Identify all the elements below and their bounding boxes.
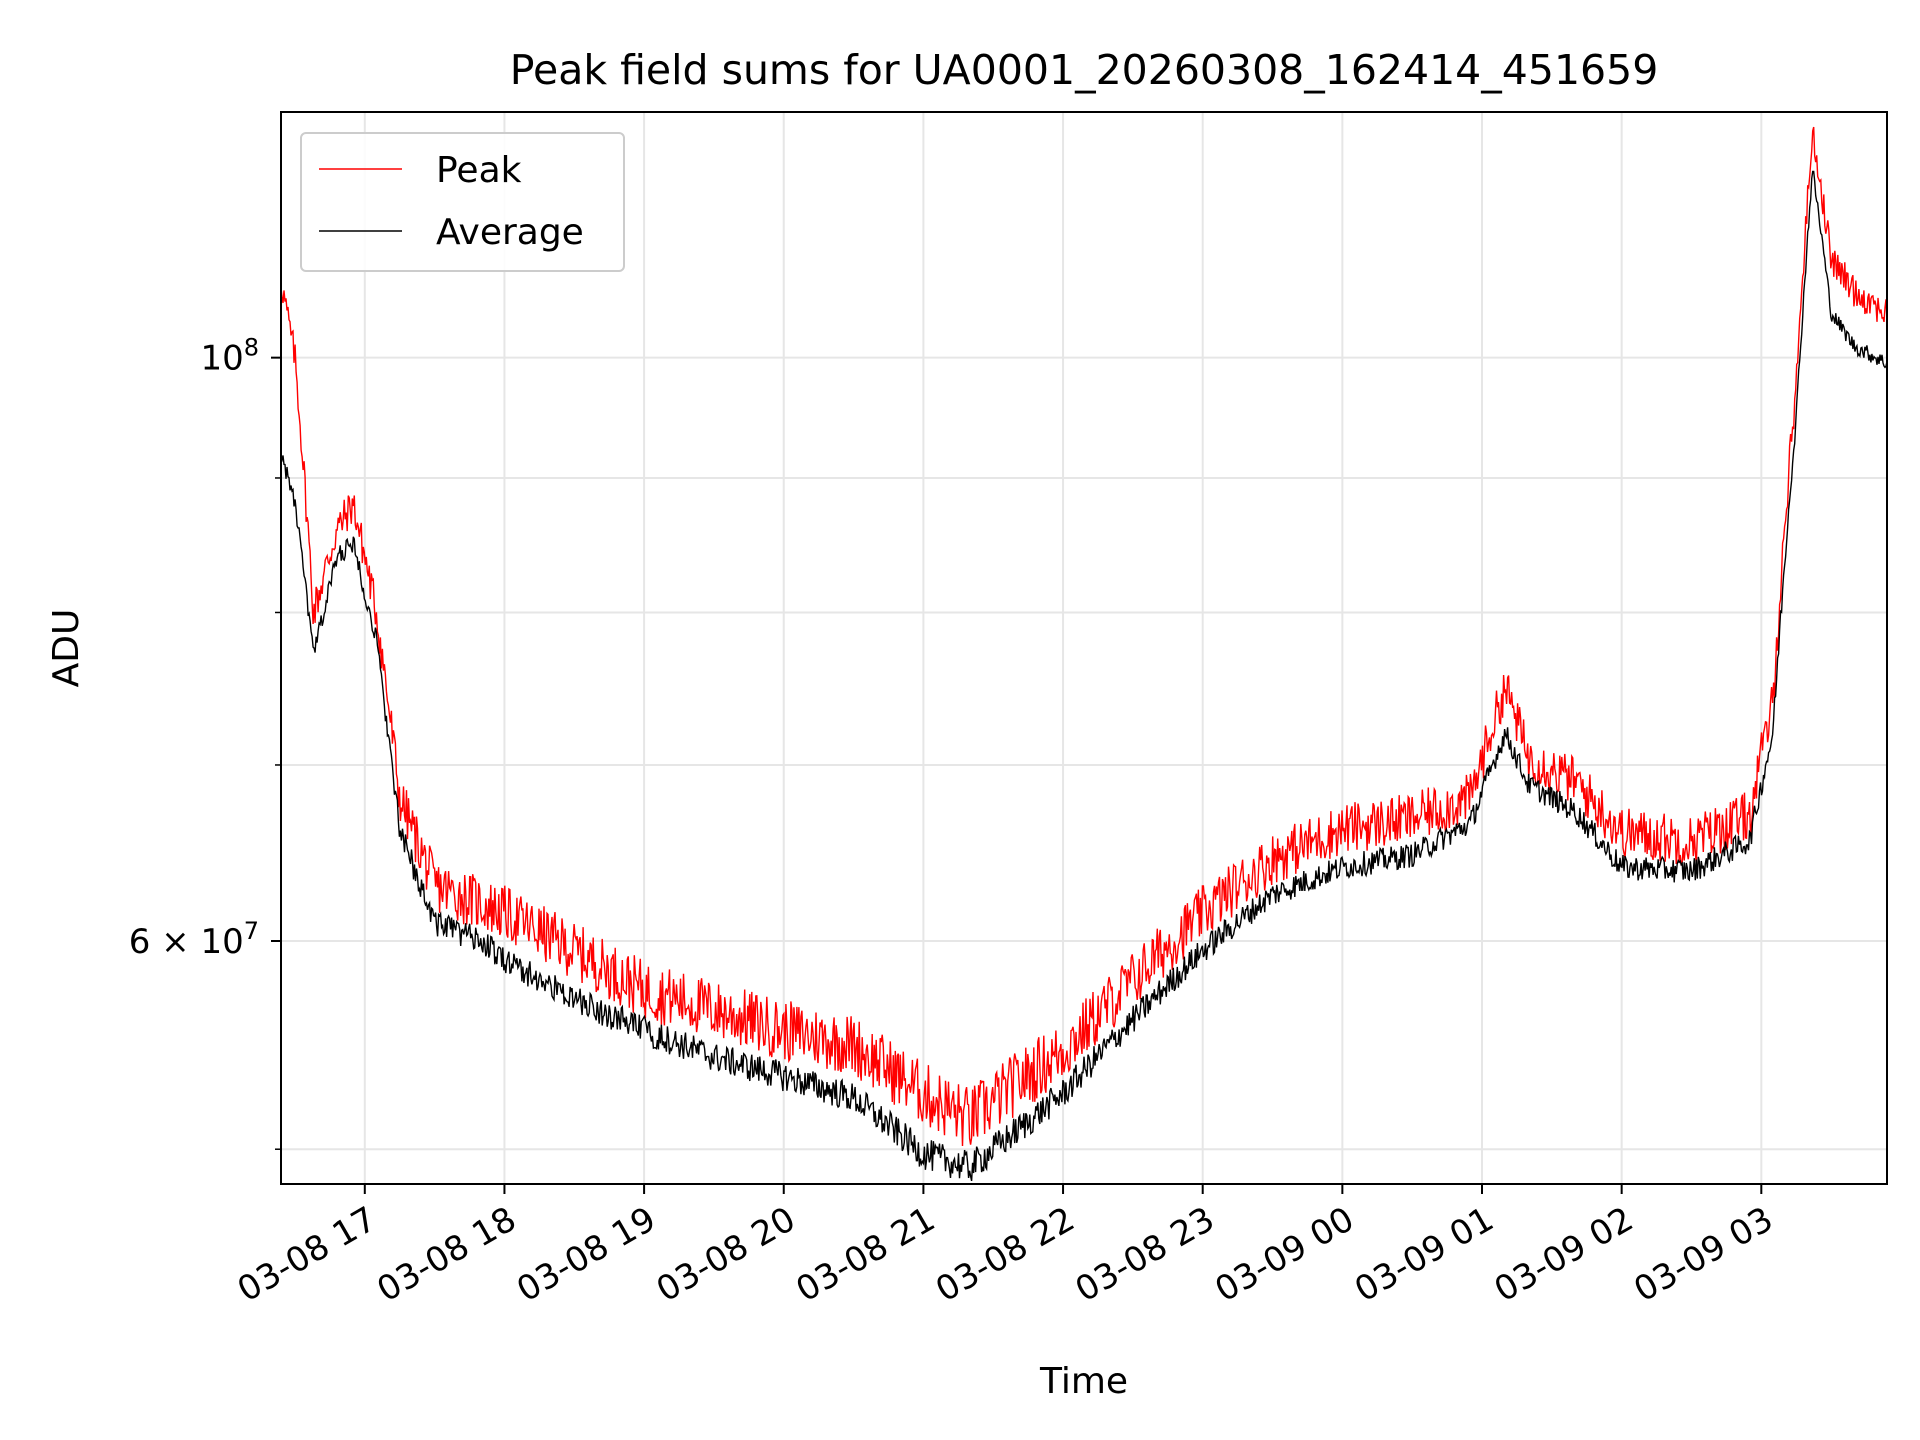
- legend-label-average: Average: [436, 212, 584, 253]
- grid: [281, 112, 1887, 1184]
- legend: Peak Average: [300, 132, 625, 272]
- plot-area: [280, 111, 1888, 1185]
- y-axis: 6 × 107 108: [129, 334, 281, 1150]
- legend-label-peak: Peak: [436, 150, 522, 191]
- series-line-average: [281, 170, 1887, 1182]
- series-layer: [281, 126, 1887, 1182]
- y-tick-label: 6 × 107: [129, 917, 259, 962]
- chart-title: Peak field sums for UA0001_20260308_1624…: [510, 46, 1659, 94]
- plot-background: [281, 112, 1887, 1184]
- y-tick-label: 108: [200, 334, 259, 379]
- series-line-peak: [281, 126, 1887, 1147]
- x-axis-label: Time: [1039, 1361, 1128, 1402]
- y-axis-label: ADU: [46, 609, 87, 688]
- legend-box: [300, 132, 625, 272]
- plot-frame: [280, 111, 1888, 1185]
